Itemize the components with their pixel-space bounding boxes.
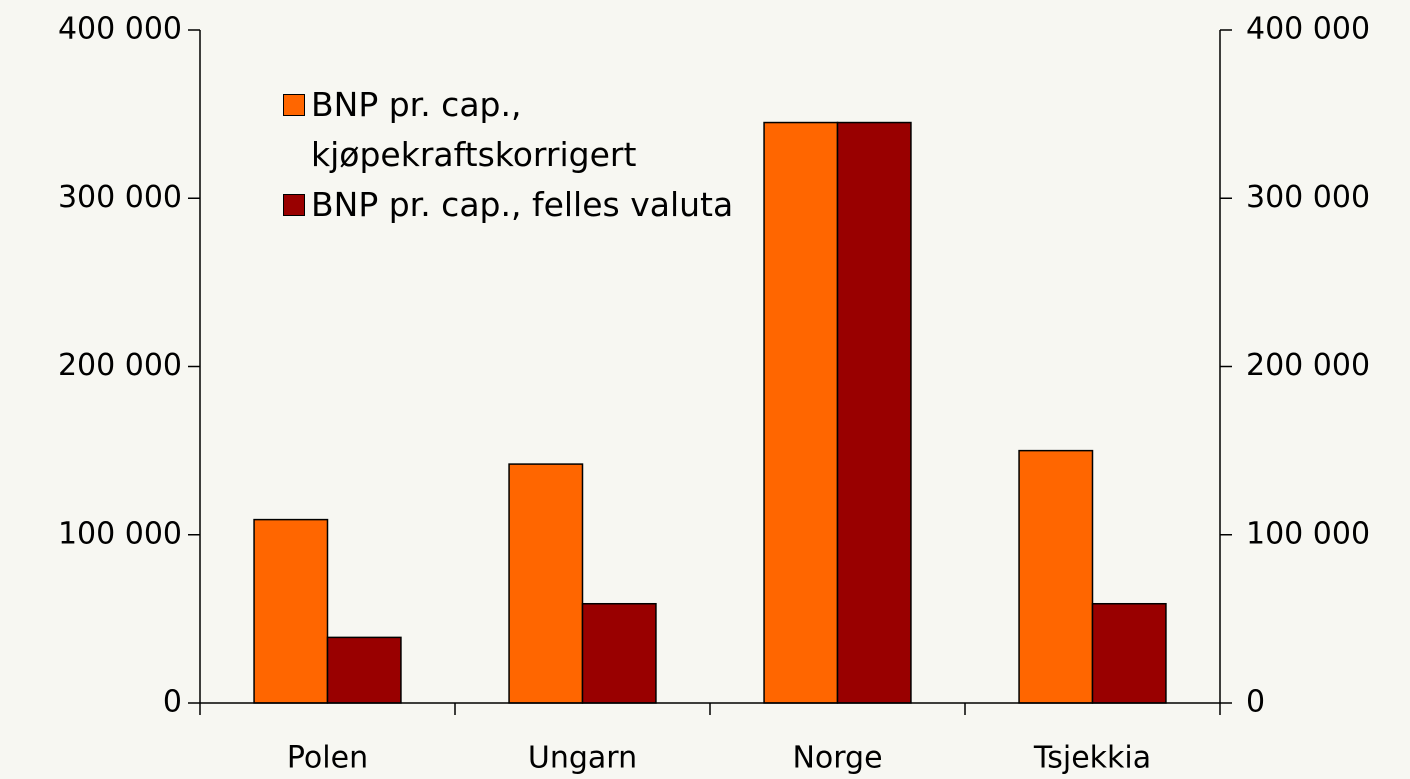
x-tick-label: Polen	[287, 741, 368, 776]
y-tick-label: 0	[163, 685, 182, 720]
bar	[763, 121, 839, 704]
legend-label: BNP pr. cap., kjøpekraftskorrigert	[311, 85, 637, 174]
x-tick-label: Tsjekkia	[1033, 741, 1151, 776]
legend-swatch	[283, 194, 305, 216]
bar	[508, 463, 584, 704]
y2-tick-label: 200 000	[1246, 348, 1370, 383]
y2-tick-label: 400 000	[1246, 12, 1370, 47]
y-tick-label: 300 000	[58, 180, 182, 215]
y-tick-label: 200 000	[58, 348, 182, 383]
legend-item: BNP pr. cap., kjøpekraftskorrigert	[283, 80, 741, 180]
x-tick-label: Ungarn	[528, 741, 637, 776]
y2-tick-label: 100 000	[1246, 516, 1370, 551]
y-tick-label: 400 000	[58, 12, 182, 47]
bar	[326, 636, 402, 704]
legend-label: BNP pr. cap., felles valuta	[311, 185, 734, 224]
y-tick-label: 100 000	[58, 516, 182, 551]
bar	[253, 518, 329, 704]
legend-swatch	[283, 94, 305, 116]
bar	[1091, 602, 1167, 704]
legend-item: BNP pr. cap., felles valuta	[283, 180, 741, 230]
bar	[1018, 449, 1094, 704]
bar	[581, 602, 657, 704]
y2-tick-label: 0	[1246, 685, 1265, 720]
x-tick-label: Norge	[792, 741, 882, 776]
y2-tick-label: 300 000	[1246, 180, 1370, 215]
bar	[836, 121, 912, 704]
